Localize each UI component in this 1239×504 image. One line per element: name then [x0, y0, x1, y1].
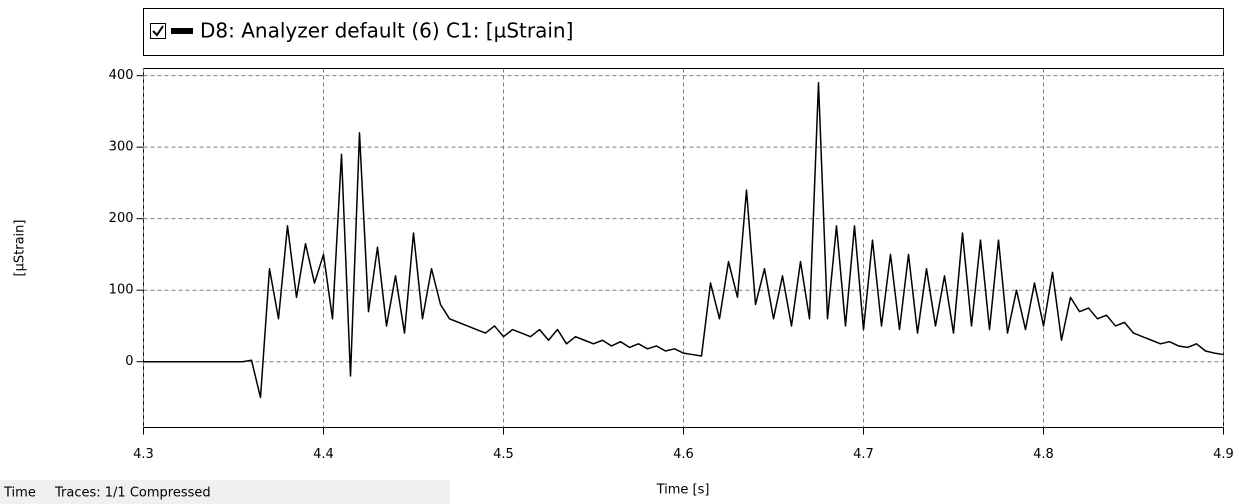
- x-tick-label: 4.9: [1213, 447, 1234, 462]
- legend-label: D8: Analyzer default (6) C1: [µStrain]: [200, 19, 573, 43]
- x-tick-label: 4.3: [133, 447, 154, 462]
- y-axis-label: [µStrain]: [13, 220, 28, 277]
- x-tick-label: 4.6: [673, 447, 694, 462]
- data-line: [143, 82, 1224, 399]
- x-tick-label: 4.5: [493, 447, 514, 462]
- x-tick-label: 4.4: [313, 447, 334, 462]
- legend-box: [143, 8, 1224, 56]
- legend-swatch: [171, 28, 193, 34]
- x-tick-label: 4.7: [853, 447, 874, 462]
- x-tick-label: 4.8: [1033, 447, 1054, 462]
- y-tick-label: 100: [109, 283, 134, 298]
- y-tick-label: 400: [109, 68, 134, 83]
- status-info: Traces: 1/1 Compressed: [54, 486, 211, 501]
- x-axis-label: Time [s]: [656, 483, 710, 498]
- y-tick-label: 300: [109, 140, 134, 155]
- y-tick-label: 200: [109, 211, 134, 226]
- legend-checkbox[interactable]: [150, 23, 166, 39]
- status-bar: [0, 480, 450, 504]
- status-mode: Time: [3, 486, 36, 501]
- y-tick-label: 0: [125, 354, 133, 369]
